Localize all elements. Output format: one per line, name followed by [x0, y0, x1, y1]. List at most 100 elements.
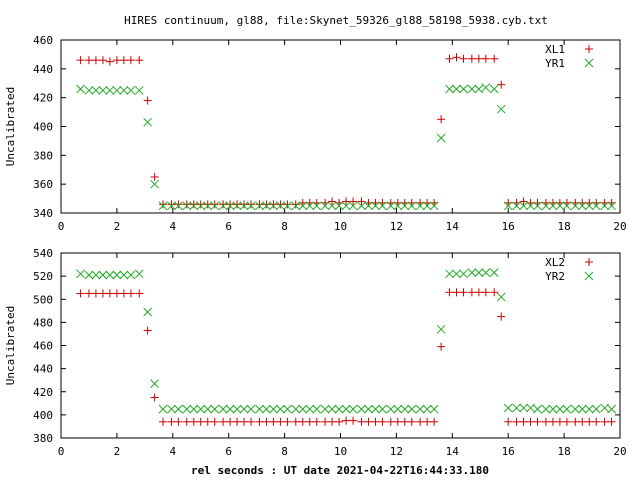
data-point [126, 289, 135, 298]
data-point [562, 201, 572, 211]
data-point [393, 417, 402, 426]
data-point [445, 269, 454, 279]
data-point [218, 201, 228, 211]
data-point [489, 268, 499, 278]
data-point [584, 201, 594, 211]
data-point [210, 201, 220, 211]
data-point [452, 288, 461, 297]
data-point [305, 201, 315, 211]
data-point [269, 200, 278, 209]
data-point [600, 201, 609, 211]
data-point [298, 417, 307, 426]
data-point [386, 201, 396, 211]
x-tick-label: 6 [225, 220, 232, 233]
y-tick-label: 360 [33, 178, 53, 191]
data-point [571, 417, 580, 426]
data-point [196, 404, 206, 414]
series-YR1 [76, 83, 616, 211]
data-point [600, 417, 609, 426]
data-point [437, 115, 446, 124]
x-tick-label: 2 [114, 220, 121, 233]
data-point [255, 404, 264, 414]
y-axis-label: Uncalibrated [4, 87, 17, 166]
data-point [159, 417, 168, 426]
data-point [262, 201, 271, 211]
data-point [269, 404, 278, 414]
data-point [143, 307, 152, 317]
data-point [232, 404, 242, 414]
data-point [126, 56, 135, 65]
data-point [182, 200, 191, 209]
data-point [607, 417, 616, 426]
data-point [276, 201, 285, 211]
data-point [357, 197, 366, 206]
data-point [105, 289, 114, 298]
data-point [98, 270, 108, 280]
data-point [247, 200, 256, 209]
data-point [503, 403, 513, 413]
y-tick-label: 420 [33, 92, 53, 105]
data-point [490, 54, 499, 63]
data-point [548, 417, 557, 426]
data-point [298, 404, 308, 414]
data-point [481, 83, 491, 92]
data-point [76, 289, 85, 298]
data-point [459, 269, 468, 279]
data-point [348, 201, 358, 211]
data-point [452, 53, 461, 62]
y-tick-label: 440 [33, 63, 53, 76]
data-point [570, 404, 580, 414]
data-point [182, 201, 192, 211]
data-point [143, 326, 152, 335]
data-point [158, 404, 168, 414]
data-point [349, 197, 358, 206]
series-XL2 [76, 288, 616, 426]
data-point [400, 201, 410, 211]
y-tick-label: 340 [33, 207, 53, 220]
data-point [119, 270, 129, 280]
data-point [467, 268, 477, 278]
data-point [541, 201, 551, 211]
x-tick-label: 8 [281, 445, 288, 458]
data-point [430, 417, 439, 426]
data-point [112, 86, 122, 95]
data-point [348, 404, 358, 414]
data-point [327, 201, 337, 211]
data-point [232, 201, 242, 211]
y-tick-label: 520 [33, 270, 53, 283]
data-point [407, 201, 417, 211]
data-point [135, 289, 144, 298]
data-point [585, 417, 594, 426]
x-tick-label: 0 [58, 445, 65, 458]
data-point [312, 417, 321, 426]
x-tick-label: 20 [613, 220, 626, 233]
data-point [91, 270, 101, 280]
y-tick-label: 540 [33, 247, 53, 260]
data-point [225, 201, 235, 211]
data-point [305, 404, 315, 414]
data-point [533, 201, 542, 211]
legend-label: YR1 [545, 57, 565, 70]
data-point [422, 404, 432, 414]
x-tick-label: 4 [169, 220, 176, 233]
data-point [174, 200, 183, 209]
data-point [548, 404, 558, 414]
data-point [167, 200, 176, 209]
data-point [327, 404, 337, 414]
data-point [196, 417, 205, 426]
data-point [119, 56, 128, 65]
y-tick-label: 380 [33, 432, 53, 445]
data-point [526, 201, 535, 211]
y-tick-label: 400 [33, 409, 53, 422]
x-tick-label: 16 [502, 220, 515, 233]
data-point [196, 201, 206, 211]
data-point [321, 417, 330, 426]
data-point [481, 54, 490, 63]
data-point [269, 201, 278, 211]
x-tick-label: 14 [446, 445, 460, 458]
x-tick-label: 14 [446, 220, 460, 233]
x-axis-label: rel seconds : UT date 2021-04-22T16:44:3… [191, 464, 489, 477]
data-point [174, 417, 183, 426]
data-point [526, 417, 535, 426]
